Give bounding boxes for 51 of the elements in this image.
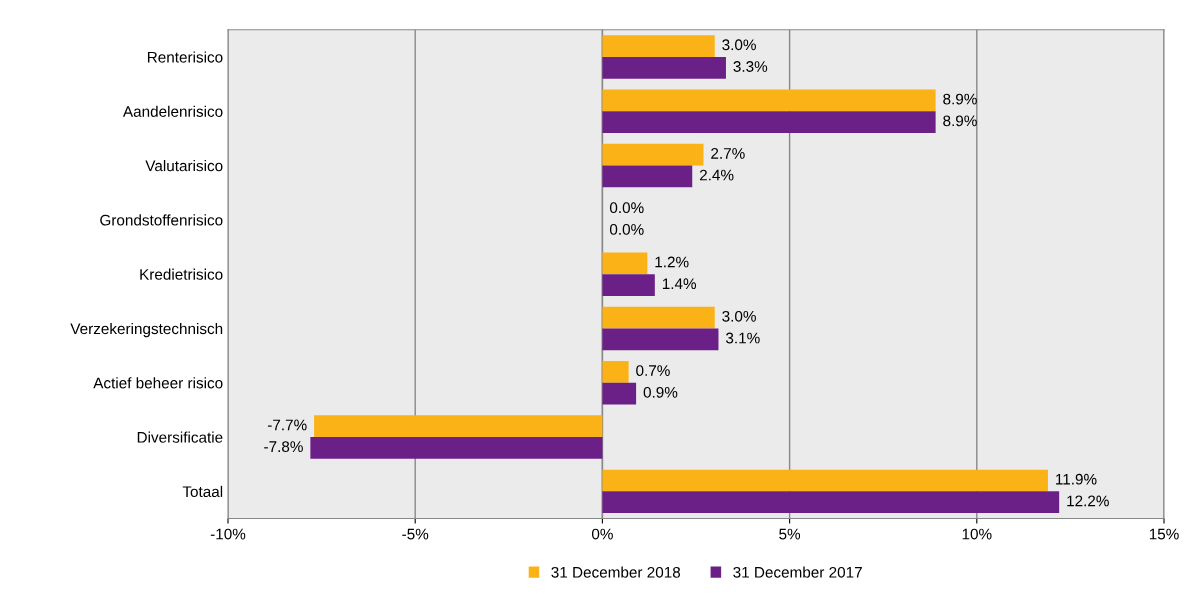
data-label: 3.1%	[725, 332, 760, 344]
data-label: 0.7%	[636, 365, 670, 377]
bar	[602, 89, 936, 112]
data-label: -7.7%	[267, 419, 307, 431]
bar	[602, 491, 1060, 514]
bar	[602, 56, 726, 79]
y-tick-label: Kredietrisico	[140, 268, 223, 280]
y-tick-label: Verzekeringstechnisch	[70, 322, 223, 338]
bar	[602, 328, 719, 351]
data-label: -7.8%	[264, 441, 303, 453]
x-tick-label: -10%	[210, 528, 246, 540]
x-tick-label: 10%	[962, 528, 992, 540]
legend-label: 31 December 2018	[551, 566, 681, 578]
y-tick-label: Actief beheer risico	[93, 377, 223, 389]
bar	[602, 35, 715, 57]
data-label: 8.9%	[943, 93, 977, 105]
bar	[602, 274, 655, 296]
data-label: 2.7%	[711, 147, 745, 159]
x-tick-label: 15%	[1149, 528, 1179, 540]
data-label: 0.0%	[609, 202, 644, 214]
data-label: 3.0%	[722, 39, 756, 51]
x-tick-label: 5%	[779, 528, 801, 540]
data-label: 12.2%	[1067, 495, 1109, 507]
data-label: 0.9%	[643, 386, 678, 398]
data-label: 0.0%	[609, 224, 644, 235]
data-label: 3.0%	[722, 310, 756, 322]
bar	[602, 252, 648, 275]
x-tick-label: 0%	[591, 528, 613, 540]
data-label: 1.2%	[655, 256, 689, 268]
legend-label: 31 December 2017	[733, 566, 862, 578]
bar	[602, 469, 1048, 492]
bar	[602, 165, 693, 188]
bar	[602, 361, 629, 383]
y-tick-label: Aandelenrisico	[122, 105, 223, 117]
y-tick-label: Grondstoffenrisico	[100, 214, 223, 226]
y-tick-label: Totaal	[182, 485, 223, 498]
data-label: 3.3%	[733, 61, 768, 72]
y-tick-label: Diversificatie	[137, 431, 223, 443]
bar	[310, 437, 603, 459]
data-label: 2.4%	[699, 169, 734, 181]
bar	[602, 382, 637, 405]
data-label: 11.9%	[1056, 473, 1097, 485]
x-tick-label: -5%	[402, 528, 429, 540]
data-label: 1.4%	[662, 278, 697, 290]
y-tick-label: Valutarisico	[145, 160, 223, 172]
bar	[314, 415, 603, 438]
bar	[602, 143, 704, 166]
y-tick-label: Renterisico	[147, 51, 223, 63]
bar	[602, 111, 936, 133]
data-label: 8.9%	[943, 115, 977, 127]
bar	[602, 306, 715, 329]
